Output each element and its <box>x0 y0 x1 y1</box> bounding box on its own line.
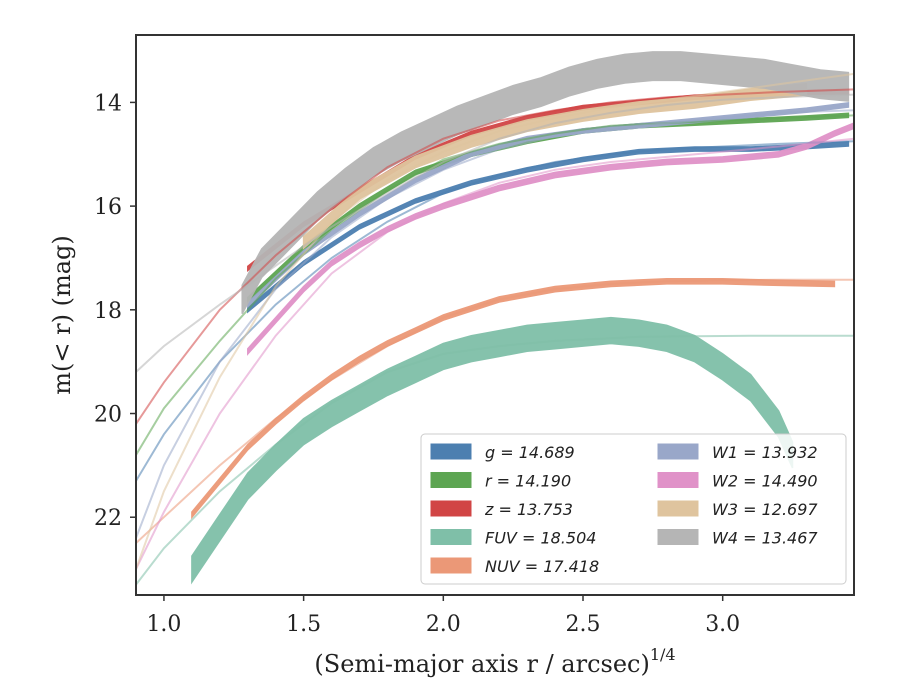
y-tick-label: 16 <box>94 195 122 220</box>
legend-swatch-w3 <box>657 500 699 517</box>
data-band-w4 <box>241 51 850 315</box>
y-tick-label: 22 <box>94 506 122 531</box>
legend-label-g: g = 14.689 <box>485 443 575 462</box>
legend-swatch-fuv <box>430 529 472 545</box>
legend-swatch-nuv <box>430 557 472 574</box>
legend-swatch-w4 <box>657 529 699 545</box>
model-line-w4 <box>136 93 854 373</box>
y-tick-label: 18 <box>94 299 122 324</box>
legend-swatch-w2 <box>657 472 699 488</box>
legend-swatch-z <box>430 500 472 517</box>
data-band-g <box>247 141 850 314</box>
x-tick-label: 1.5 <box>286 612 321 637</box>
model-line-g <box>136 140 854 482</box>
axes <box>135 34 855 596</box>
y-tick-label: 20 <box>94 403 122 428</box>
x-tick-label: 2.5 <box>566 612 601 637</box>
model-lines <box>136 72 854 586</box>
legend-label-w2: W2 = 14.490 <box>712 472 818 491</box>
tick-marks: 1.0 1.5 2.0 2.5 3.0 14 16 18 20 22 <box>94 91 740 637</box>
legend: g = 14.689 r = 14.190 z = 13.753 FUV = 18.5… <box>420 433 847 585</box>
y-tick-label: 14 <box>94 91 122 116</box>
legend-label-w3: W3 = 12.697 <box>712 500 818 519</box>
plot-frame <box>135 34 855 596</box>
legend-box <box>420 433 847 585</box>
legend-swatch-w1 <box>657 443 699 460</box>
data-band-w2 <box>247 122 854 356</box>
legend-swatch-r <box>430 472 472 488</box>
x-axis-label-exponent: 1/4 <box>650 645 676 664</box>
model-line-fuv <box>136 334 854 586</box>
x-tick-label: 1.0 <box>146 612 181 637</box>
model-line-w1 <box>136 109 854 539</box>
model-line-r <box>136 114 854 456</box>
legend-label-z: z = 13.753 <box>484 500 573 519</box>
legend-label-w4: W4 = 13.467 <box>712 529 818 548</box>
model-line-w2 <box>136 137 854 570</box>
model-line-z <box>136 88 854 425</box>
legend-label-fuv: FUV = 18.504 <box>485 529 596 548</box>
y-axis-label: m(< r) (mag) <box>48 235 76 394</box>
x-tick-label: 3.0 <box>705 612 740 637</box>
x-axis-label: (Semi-major axis r / arcsec)1/4 <box>314 645 675 678</box>
legend-swatch-g <box>430 443 472 460</box>
model-line-w3 <box>136 72 854 570</box>
legend-label-w1: W1 = 13.932 <box>712 443 818 462</box>
x-tick-label: 2.0 <box>426 612 461 637</box>
model-line-nuv <box>136 278 854 544</box>
legend-label-nuv: NUV = 17.418 <box>485 557 599 576</box>
legend-label-r: r = 14.190 <box>485 472 571 491</box>
